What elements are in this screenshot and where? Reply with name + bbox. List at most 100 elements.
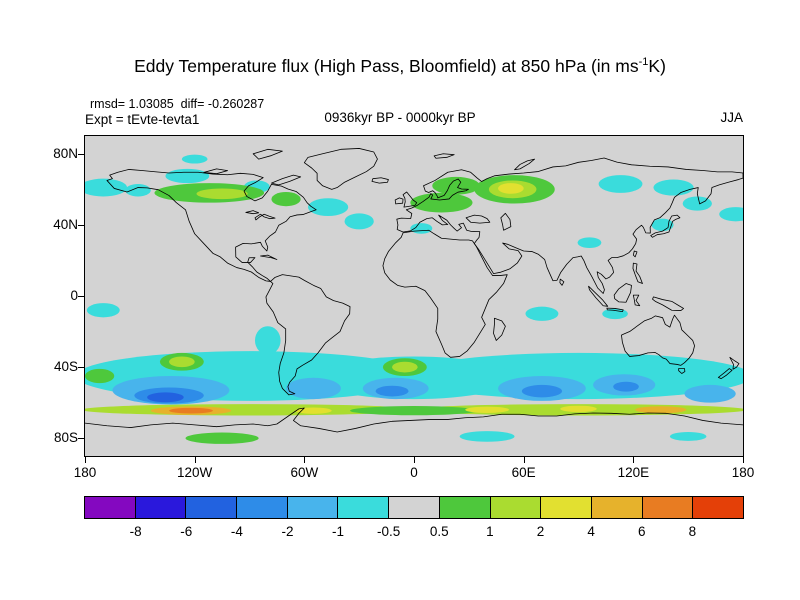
anomaly-south-pacific-innermost	[147, 392, 184, 403]
coastline	[494, 318, 506, 340]
lat-tick-mark	[78, 367, 84, 369]
coastline	[621, 315, 694, 365]
coastline	[633, 251, 637, 257]
anomaly-southwest-atlantic	[286, 377, 341, 400]
lat-tick-label: 40N	[53, 216, 78, 232]
coastline	[383, 230, 507, 357]
anomaly-canadian-arctic	[165, 168, 210, 184]
lat-tick-label: 80S	[53, 430, 78, 446]
anomaly-south-of-new-zealand	[684, 384, 736, 403]
coastline	[633, 295, 639, 306]
lat-tick-mark	[78, 224, 84, 226]
coastline	[403, 192, 417, 207]
anomaly-south-atlantic-core	[375, 385, 409, 397]
coastline	[560, 279, 564, 285]
coastline	[515, 159, 535, 170]
colorbar-label: -0.5	[377, 524, 401, 539]
lon-tick-mark	[304, 457, 306, 463]
anomaly-south-of-indonesia	[602, 308, 628, 320]
lon-tick-label: 180	[731, 465, 755, 480]
anomaly-northwest-atlantic	[307, 198, 349, 216]
anomaly-europe	[410, 192, 473, 213]
anomaly-tibetan-plateau	[577, 237, 602, 248]
lat-tick-mark	[78, 438, 84, 440]
lon-tick-label: 0	[410, 465, 418, 480]
anomaly-tropical-indian-ocean	[525, 306, 559, 321]
anomaly-adelie-coast	[635, 406, 687, 414]
colorbar-label: -8	[129, 524, 142, 539]
title-superscript: -1	[638, 56, 649, 69]
anomaly-sea-of-okhotsk	[682, 196, 712, 211]
lat-tick-label: 80N	[53, 145, 78, 161]
coastline	[372, 178, 388, 183]
coastline	[730, 357, 739, 369]
anomaly-gulf-of-alaska	[125, 184, 151, 197]
anomaly-equatorial-central-pacific	[86, 303, 120, 318]
anomaly-west-antarctica-interior	[185, 432, 259, 444]
title-suffix: K)	[648, 56, 666, 76]
anomaly-quebec-labrador	[271, 192, 301, 207]
colorbar-label: -2	[281, 524, 294, 539]
colorbar-label: 1	[486, 524, 494, 539]
anomaly-humboldt-current	[254, 326, 281, 355]
lon-tick-mark	[414, 457, 415, 463]
colorbar-cell	[85, 497, 136, 518]
coastline	[107, 169, 316, 281]
coastline	[253, 149, 282, 159]
lat-tick-label: 0	[70, 288, 78, 303]
colorbar-cell	[541, 497, 592, 518]
lon-tick-mark	[743, 457, 744, 463]
lon-tick-mark	[194, 457, 196, 463]
anomaly-high-arctic	[181, 154, 208, 164]
anomaly-scandinavia	[432, 176, 480, 195]
anomaly-south-atlantic-subtropics-core	[392, 361, 418, 373]
coastline	[204, 169, 228, 174]
coastline	[718, 369, 732, 379]
colorbar-label: 0.5	[429, 524, 449, 539]
anomaly-east-of-new-zealand	[85, 368, 115, 384]
colorbar-cell	[591, 497, 643, 518]
coastline	[501, 213, 511, 230]
colorbar-label: -4	[230, 524, 243, 539]
colorbar-cell	[135, 497, 187, 518]
anomaly-kerguelen-coast	[560, 405, 597, 413]
coastline	[255, 214, 275, 220]
colorbar-label: 8	[688, 524, 697, 539]
coastline	[397, 158, 743, 293]
colorbar-cell	[186, 497, 238, 518]
lon-tick-label: 60E	[511, 465, 536, 480]
anomaly-eastern-siberia	[653, 179, 694, 196]
anomaly-east-antarctica-interior	[459, 431, 515, 442]
lon-tick-label: 180	[73, 465, 97, 480]
colorbar-label: 2	[536, 524, 545, 539]
colorbar-cell	[338, 497, 390, 518]
colorbar-label: 4	[587, 524, 595, 539]
anomaly-southeast-pacific-core	[169, 356, 195, 368]
coastline	[395, 198, 403, 204]
anomaly-central-north-atlantic	[344, 213, 374, 230]
season-label: JJA	[720, 110, 743, 125]
coastline	[607, 308, 623, 312]
rmsd-diff-stats: rmsd= 1.03085 diff= -0.260287	[90, 97, 265, 111]
world-map	[85, 136, 743, 456]
coastline	[679, 369, 685, 374]
plot-title: Eddy Temperature flux (High Pass, Bloomf…	[0, 56, 800, 77]
experiment-label: Expt = tEvte-tevta1	[85, 112, 200, 127]
anomaly-central-siberia	[598, 175, 643, 193]
colorbar-cell	[287, 497, 339, 518]
coastline	[246, 211, 259, 214]
coastline	[614, 284, 631, 303]
title-text: Eddy Temperature flux (High Pass, Bloomf…	[134, 56, 639, 76]
coastline	[633, 263, 643, 283]
lon-tick-label: 120E	[617, 465, 650, 480]
coastline	[266, 275, 350, 395]
anomaly-western-russia-center	[498, 183, 524, 194]
map-frame	[84, 135, 744, 457]
anomaly-canada-band-core	[196, 188, 248, 200]
colorbar-label: -1	[332, 524, 345, 539]
colorbar-cell	[490, 497, 542, 518]
colorbar-cell	[389, 497, 440, 518]
coastline	[434, 154, 454, 158]
anomaly-south-indian-core	[521, 384, 563, 398]
